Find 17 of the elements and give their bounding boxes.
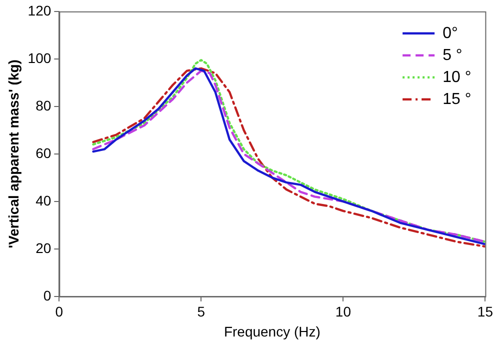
y-tick-label: 40 — [36, 192, 52, 208]
y-tick-label: 120 — [28, 2, 52, 18]
x-axis-title: Frequency (Hz) — [224, 323, 320, 340]
y-axis-title: 'Vertical apparent mass' (kg) — [5, 60, 22, 248]
legend-label: 10 ° — [442, 68, 472, 86]
y-tick-label: 20 — [36, 240, 52, 256]
legend-label: 0° — [442, 24, 458, 42]
legend-label: 15 ° — [442, 90, 472, 108]
y-tick-label: 100 — [28, 50, 52, 66]
x-tick-label: 10 — [335, 304, 352, 320]
x-tick-label: 0 — [55, 304, 64, 320]
x-tick-label: 15 — [477, 304, 494, 320]
legend-label: 5 ° — [442, 46, 462, 64]
y-tick-label: 60 — [36, 144, 52, 161]
x-tick-label: 5 — [197, 304, 206, 320]
y-tick-label: 0 — [43, 287, 52, 304]
y-tick-label: 80 — [36, 97, 52, 114]
